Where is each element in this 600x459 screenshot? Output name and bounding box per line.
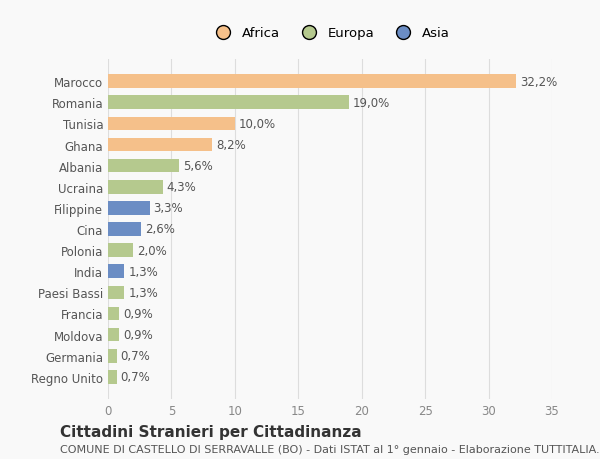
Bar: [108, 159, 179, 173]
Text: COMUNE DI CASTELLO DI SERRAVALLE (BO) - Dati ISTAT al 1° gennaio - Elaborazione : COMUNE DI CASTELLO DI SERRAVALLE (BO) - …: [60, 444, 600, 454]
Bar: [108, 202, 150, 215]
Bar: [108, 75, 517, 89]
Bar: [108, 265, 124, 279]
Bar: [108, 286, 124, 300]
Text: 0,9%: 0,9%: [123, 328, 153, 341]
Text: 2,0%: 2,0%: [137, 244, 167, 257]
Bar: [108, 117, 235, 131]
Bar: [108, 328, 119, 342]
Text: 1,3%: 1,3%: [128, 265, 158, 278]
Bar: [108, 307, 119, 321]
Bar: [108, 349, 117, 363]
Text: 2,6%: 2,6%: [145, 223, 175, 236]
Text: 4,3%: 4,3%: [166, 181, 196, 194]
Bar: [108, 138, 212, 152]
Text: 0,7%: 0,7%: [121, 370, 151, 384]
Text: 8,2%: 8,2%: [216, 139, 245, 151]
Bar: [108, 223, 141, 236]
Text: Cittadini Stranieri per Cittadinanza: Cittadini Stranieri per Cittadinanza: [60, 424, 362, 439]
Bar: [108, 244, 133, 257]
Bar: [108, 180, 163, 194]
Bar: [108, 370, 117, 384]
Text: 32,2%: 32,2%: [520, 75, 557, 89]
Text: 19,0%: 19,0%: [353, 96, 390, 110]
Legend: Africa, Europa, Asia: Africa, Europa, Asia: [205, 22, 455, 45]
Text: 0,9%: 0,9%: [123, 308, 153, 320]
Bar: [108, 96, 349, 110]
Text: 10,0%: 10,0%: [239, 118, 276, 131]
Text: 1,3%: 1,3%: [128, 286, 158, 299]
Text: 5,6%: 5,6%: [183, 160, 212, 173]
Text: 3,3%: 3,3%: [154, 202, 183, 215]
Text: 0,7%: 0,7%: [121, 349, 151, 363]
